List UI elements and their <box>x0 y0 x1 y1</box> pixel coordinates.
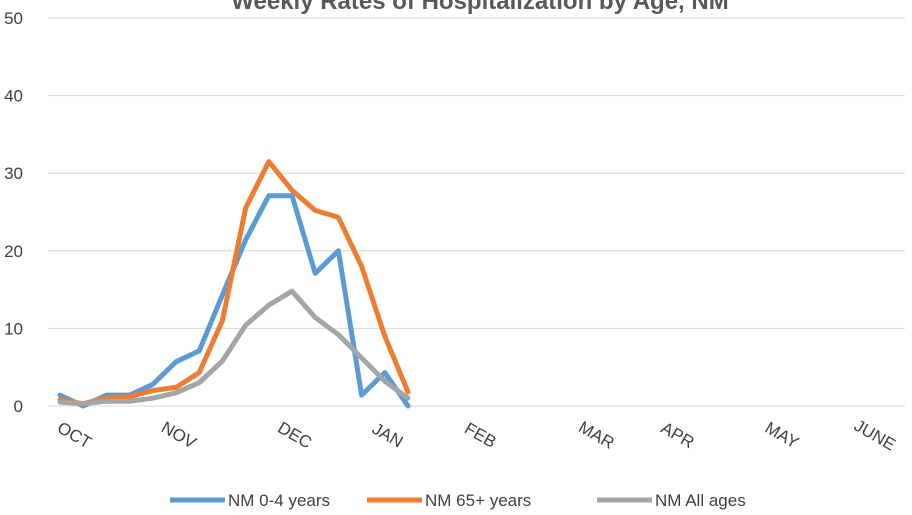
x-tick-label: APR <box>658 418 698 452</box>
y-tick-label: 30 <box>4 164 23 183</box>
y-tick-label: 20 <box>4 242 23 261</box>
legend-label: NM 0-4 years <box>228 491 330 510</box>
y-tick-label: 40 <box>4 87 23 106</box>
y-tick-label: 50 <box>4 9 23 28</box>
x-tick-label: MAY <box>762 418 802 452</box>
x-tick-label: JUNE <box>851 416 899 455</box>
series-line-1 <box>57 193 411 409</box>
x-tick-label: DEC <box>274 418 315 452</box>
series-line-3 <box>57 288 411 407</box>
gridlines <box>48 17 905 407</box>
series-lines <box>57 159 411 409</box>
y-tick-label: 10 <box>4 319 23 338</box>
x-tick-label: JAN <box>369 419 406 452</box>
x-tick-label: OCT <box>54 418 95 452</box>
series-line-2 <box>57 159 411 407</box>
legend-label: NM 65+ years <box>425 491 531 510</box>
x-tick-label: FEB <box>461 419 499 452</box>
legend: NM 0-4 years NM 65+ years NM All ages <box>170 491 746 510</box>
x-tick-label: MAR <box>575 418 617 453</box>
x-axis-ticks: OCT NOV DEC JAN FEB MAR APR MAY JUNE <box>54 416 899 455</box>
x-tick-label: NOV <box>158 418 200 453</box>
y-axis-ticks: 0 10 20 30 40 50 <box>4 9 23 416</box>
y-tick-label: 0 <box>14 397 23 416</box>
legend-label: NM All ages <box>655 491 746 510</box>
chart-title: Weekly Rates of Hospitalization by Age, … <box>231 0 728 15</box>
